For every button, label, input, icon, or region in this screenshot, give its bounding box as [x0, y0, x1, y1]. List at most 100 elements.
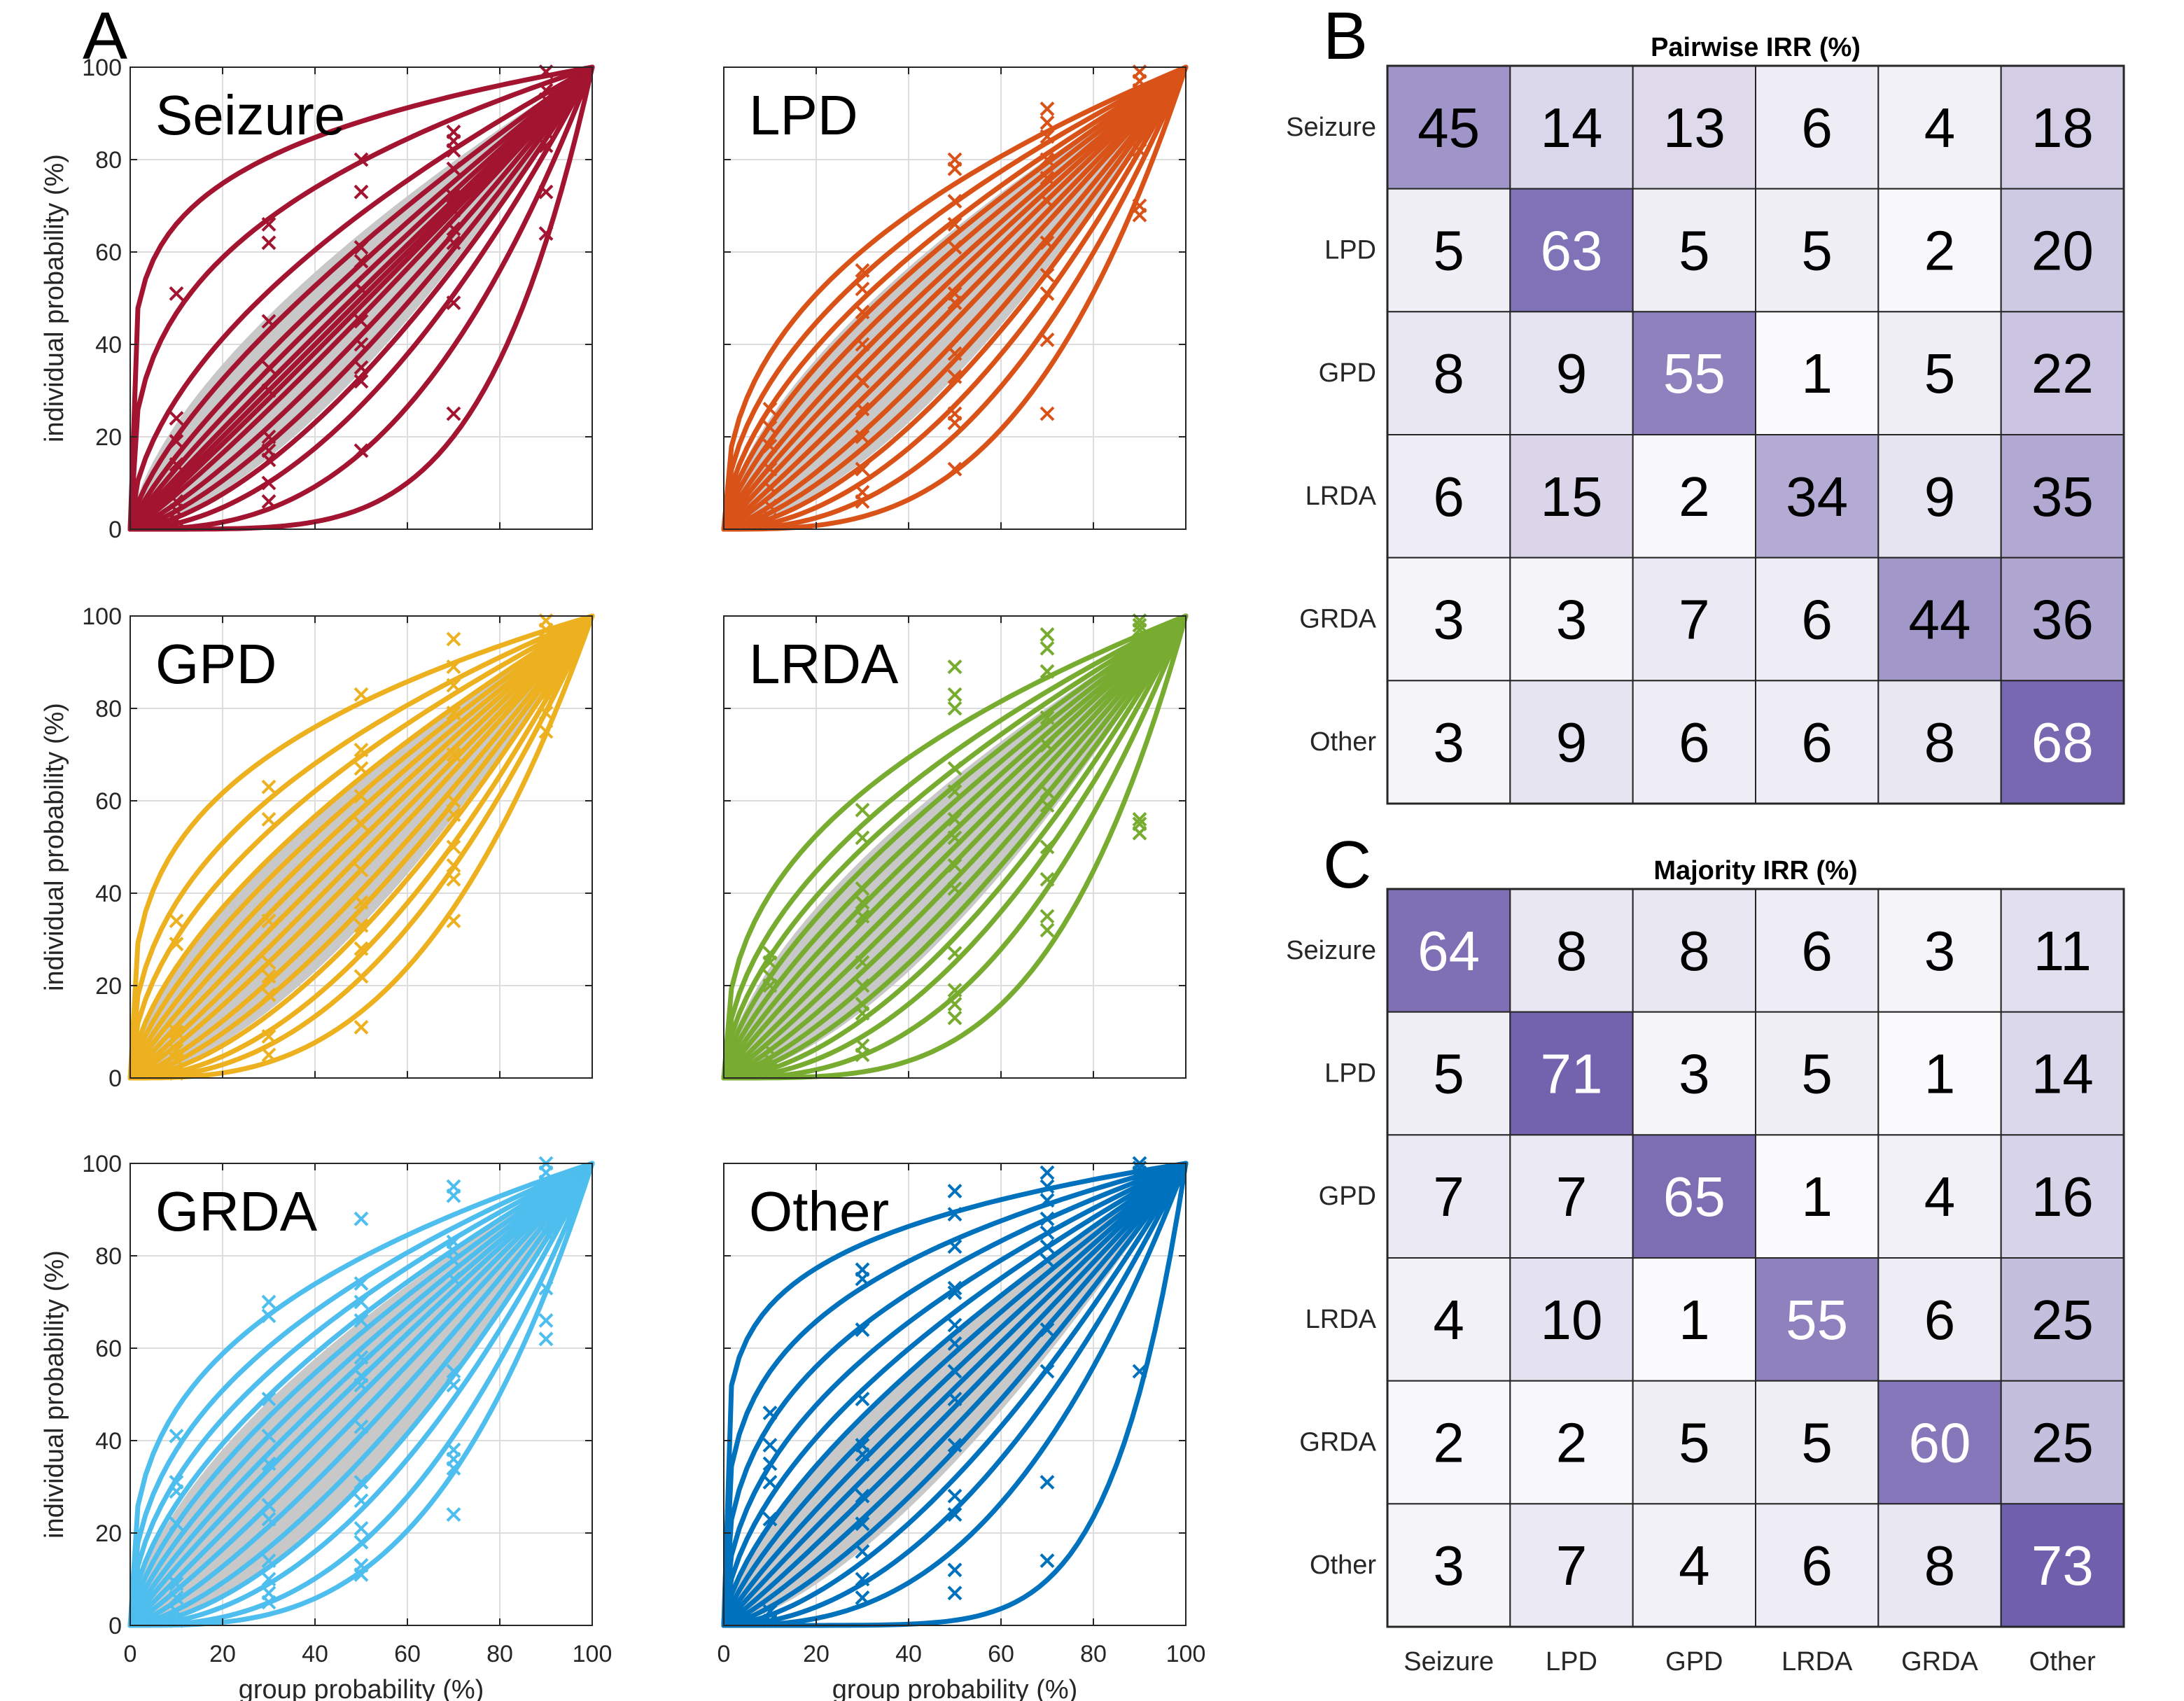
data-point [1132, 617, 1147, 633]
x-axis-label: group probability (%) [239, 1675, 484, 1701]
panel-title: Seizure [155, 84, 345, 146]
data-point [446, 221, 461, 237]
panel-letter-c: C [1323, 827, 1371, 902]
data-point [354, 184, 369, 200]
heatmap-cell-label: 16 [2031, 1166, 2094, 1228]
data-point [855, 802, 870, 818]
fit-curve [127, 613, 595, 1081]
fit-curve [127, 1161, 595, 1628]
data-point [354, 1276, 369, 1292]
y-tick-label: 100 [82, 1151, 122, 1177]
heatmap-cell-label: 5 [1433, 1043, 1464, 1105]
data-point [261, 475, 276, 491]
data-point [354, 253, 369, 269]
data-point [1040, 101, 1055, 116]
fit-curve [127, 64, 595, 532]
heatmap-cell-label: 6 [1801, 589, 1833, 651]
data-point [855, 1488, 870, 1504]
data-point [169, 913, 184, 929]
heatmap-cell-label: 6 [1801, 920, 1833, 982]
data-point [1040, 193, 1055, 209]
data-point [538, 622, 554, 638]
fit-curve [721, 613, 1189, 1081]
data-point [169, 1024, 184, 1040]
scatter-panel-lrda: LRDA [721, 613, 1189, 1081]
data-point [261, 1392, 276, 1407]
fit-curve [127, 1161, 595, 1628]
data-point [446, 659, 461, 675]
fit-curve [721, 64, 1189, 532]
heatmap-cell [1632, 888, 1757, 1013]
fit-curve [721, 64, 1189, 532]
scatter-panel-grda: 0 20 40 60 80 100 0 20 40 60 80 100 GRDA individual p… [40, 1151, 612, 1701]
axes-box [130, 66, 593, 530]
y-tick-label: 80 [95, 147, 122, 174]
fit-curve [127, 64, 595, 532]
heatmap-cell-label: 36 [2031, 589, 2094, 651]
data-point [538, 184, 554, 200]
heatmap-cell [1387, 680, 1511, 804]
data-point [354, 281, 369, 297]
data-point [446, 1461, 461, 1476]
heatmap-border [1386, 64, 2125, 805]
fit-curve [721, 1161, 1189, 1628]
data-point [261, 913, 276, 929]
y-tick-label: 0 [108, 1613, 122, 1639]
heatmap-cell [1387, 65, 1511, 190]
heatmap-row-label: Other [1310, 1550, 1376, 1580]
data-point [947, 216, 962, 232]
data-point [354, 816, 369, 832]
data-point [762, 438, 778, 454]
data-point [446, 858, 461, 873]
data-point [1040, 286, 1055, 301]
heatmap-cell-label: 63 [1541, 220, 1603, 282]
data-point [354, 918, 369, 933]
data-point [855, 304, 870, 320]
data-point [354, 862, 369, 878]
fit-curve [721, 613, 1189, 1081]
data-point [538, 92, 554, 107]
x-tick-label: 100 [1166, 1641, 1206, 1667]
data-point [446, 1378, 461, 1393]
data-point [1040, 1553, 1055, 1569]
data-point [354, 941, 369, 956]
heatmap-cell [1755, 188, 1879, 313]
data-point [446, 839, 461, 855]
heatmap-title: Majority IRR (%) [1653, 856, 1857, 886]
heatmap-cell [1877, 888, 2002, 1013]
x-tick-label: 20 [209, 1641, 236, 1667]
data-point [446, 807, 461, 822]
fit-curve [721, 613, 1189, 1081]
data-point [947, 830, 962, 846]
heatmap-cell [1877, 1134, 2002, 1259]
heatmap-cell [1755, 65, 1879, 190]
heatmap-column-label: Seizure [1404, 1647, 1494, 1676]
data-point [855, 1322, 870, 1338]
heatmap-cell [1509, 1011, 1634, 1136]
data-point [762, 1511, 778, 1527]
heatmap-cell-label: 5 [1679, 220, 1710, 282]
data-point [261, 493, 276, 509]
data-point [169, 411, 184, 426]
data-point [1040, 626, 1055, 642]
y-axis-label: individual probability (%) [40, 1250, 69, 1539]
fit-curve [721, 613, 1189, 1081]
data-point [762, 512, 778, 528]
data-point [446, 1271, 461, 1287]
data-point [1040, 839, 1055, 855]
data-point [1040, 1239, 1055, 1254]
heatmap-cell [1509, 680, 1634, 804]
data-point [855, 881, 870, 896]
data-point [855, 493, 870, 509]
heatmap-cell-label: 1 [1801, 342, 1833, 405]
heatmap-cell [2000, 1011, 2125, 1136]
fit-curve [127, 1161, 595, 1628]
data-point [261, 1428, 276, 1443]
y-tick-label: 20 [95, 973, 122, 1000]
fit-curve [721, 1161, 1189, 1628]
data-point [947, 193, 962, 209]
fit-curve [127, 1161, 595, 1628]
fit-curve [721, 64, 1189, 532]
data-point [1040, 1225, 1055, 1240]
heatmap-cell-label: 55 [1786, 1289, 1848, 1351]
